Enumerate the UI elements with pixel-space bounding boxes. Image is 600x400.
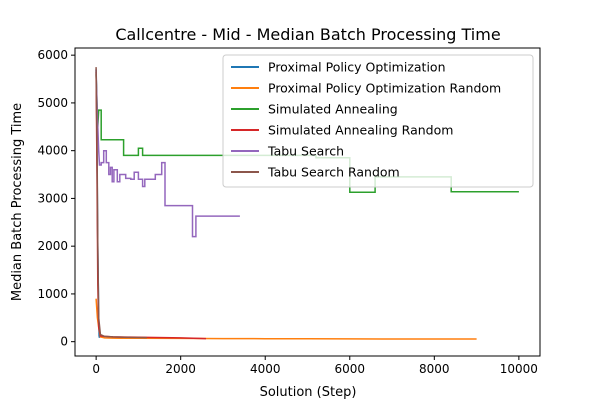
y-tick-label: 2000: [37, 239, 68, 253]
x-tick-label: 4000: [250, 362, 281, 376]
plot-frame: [74, 47, 541, 357]
legend-box: [222, 54, 534, 188]
y-tick-label: 4000: [37, 144, 68, 158]
legend-label-4: Tabu Search: [267, 144, 344, 159]
legend-label-0: Proximal Policy Optimization: [268, 60, 446, 75]
x-tick-label: 6000: [334, 362, 365, 376]
plot-layer: [95, 67, 519, 340]
y-tick-label: 6000: [37, 48, 68, 62]
legend-label-1: Proximal Policy Optimization Random: [268, 81, 501, 96]
x-tick-label: 0: [92, 362, 100, 376]
x-tick-label: 8000: [419, 362, 450, 376]
legend-label-5: Tabu Search Random: [267, 165, 400, 180]
legend-label-3: Simulated Annealing Random: [268, 123, 453, 138]
x-tick-label: 10000: [500, 362, 538, 376]
legend: Proximal Policy Optimization Proximal Pol…: [222, 54, 534, 188]
y-tick-label: 0: [60, 335, 68, 349]
series-line-4: [95, 69, 240, 238]
legend-label-2: Simulated Annealing: [268, 102, 398, 117]
y-axis-label: Median Batch Processing Time: [10, 103, 25, 301]
x-axis-label: Solution (Step): [260, 385, 357, 400]
x-tick-label: 2000: [165, 362, 196, 376]
chart-title: Callcentre - Mid - Median Batch Processi…: [115, 25, 500, 44]
y-tick-label: 5000: [37, 96, 68, 110]
y-tick-label: 3000: [37, 191, 68, 205]
axis-layer: 0 2000 4000 6000 8000 10000 0 1000 2000 3000 4000 5…: [37, 48, 538, 376]
series-line-5: [95, 67, 147, 339]
y-tick-label: 1000: [37, 287, 68, 301]
